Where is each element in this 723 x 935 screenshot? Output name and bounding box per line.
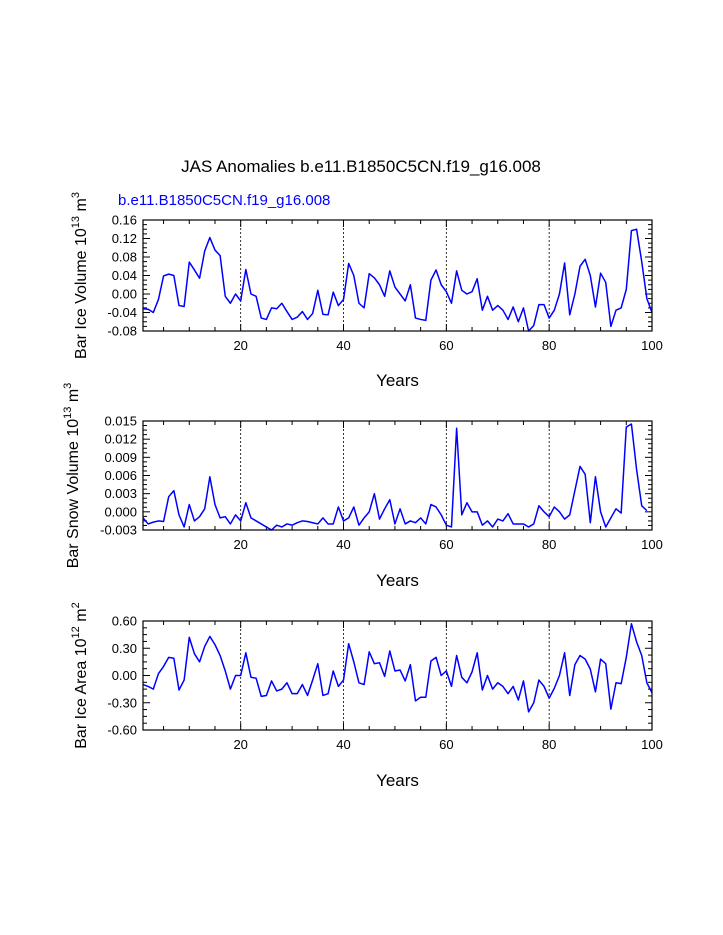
x-tick-label: 80 [542,737,556,752]
x-tick-label: 60 [439,338,453,353]
x-tick-label: 100 [641,737,663,752]
panel-ice-volume: -0.08 -0.04 0.00 0.04 0.08 0.12 0.16 20 40 60 80 10… [70,192,663,390]
y-tick-label: -0.003 [100,523,137,538]
y-tick-label: 0.08 [112,250,137,265]
x-tick-label: 20 [233,338,247,353]
y-tick-label: -0.30 [107,695,137,710]
y-tick-label: 0.30 [112,641,137,656]
x-tick-label: 40 [336,338,350,353]
y-tick-label: 0.00 [112,287,137,302]
x-axis-label: Years [376,771,419,790]
y-tick-label: -0.60 [107,723,137,738]
plot-frame [142,620,653,731]
figure-title: JAS Anomalies b.e11.B1850C5CN.f19_g16.00… [181,157,541,176]
x-axis-label: Years [376,571,419,590]
y-tick-label: 0.16 [112,213,137,228]
x-tick-label: 80 [542,338,556,353]
plot-frame [142,420,653,531]
y-tick-label: 0.60 [112,614,137,629]
y-axis-label: Bar Ice Volume 1013 m3 [70,192,90,359]
y-axis-label: Bar Snow Volume 1013 m3 [62,383,82,569]
series-line [142,622,653,713]
panel-snow-volume: -0.003 0.000 0.003 0.006 0.009 0.012 0.015 20 40… [62,383,663,590]
y-tick-label: 0.12 [112,231,137,246]
y-tick-label: 0.009 [104,450,137,465]
x-tick-label: 100 [641,338,663,353]
x-tick-label: 20 [233,537,247,552]
chart-subtitle: b.e11.B1850C5CN.f19_g16.008 [118,192,330,209]
x-tick-label: 60 [439,537,453,552]
plot-frame [142,219,653,332]
y-tick-label: 0.04 [112,268,137,283]
y-tick-label: 0.00 [112,668,137,683]
x-tick-label: 60 [439,737,453,752]
y-tick-label: -0.04 [107,305,137,320]
x-tick-label: 40 [336,737,350,752]
y-tick-label: 0.012 [104,432,137,447]
x-axis-label: Years [376,371,419,390]
x-tick-label: 40 [336,537,350,552]
x-tick-label: 80 [542,537,556,552]
x-tick-label: 100 [641,537,663,552]
panel-ice-area: -0.60 -0.30 0.00 0.30 0.60 20 40 60 80 100 Years Ba… [70,602,663,790]
series-line [142,423,648,531]
series-line [142,228,653,332]
y-tick-label: -0.08 [107,324,137,339]
x-tick-label: 20 [233,737,247,752]
y-tick-label: 0.015 [104,414,137,429]
y-tick-label: 0.006 [104,468,137,483]
y-tick-label: 0.000 [104,504,137,519]
y-axis-label: Bar Ice Area 1012 m2 [70,602,90,748]
y-tick-label: 0.003 [104,486,137,501]
